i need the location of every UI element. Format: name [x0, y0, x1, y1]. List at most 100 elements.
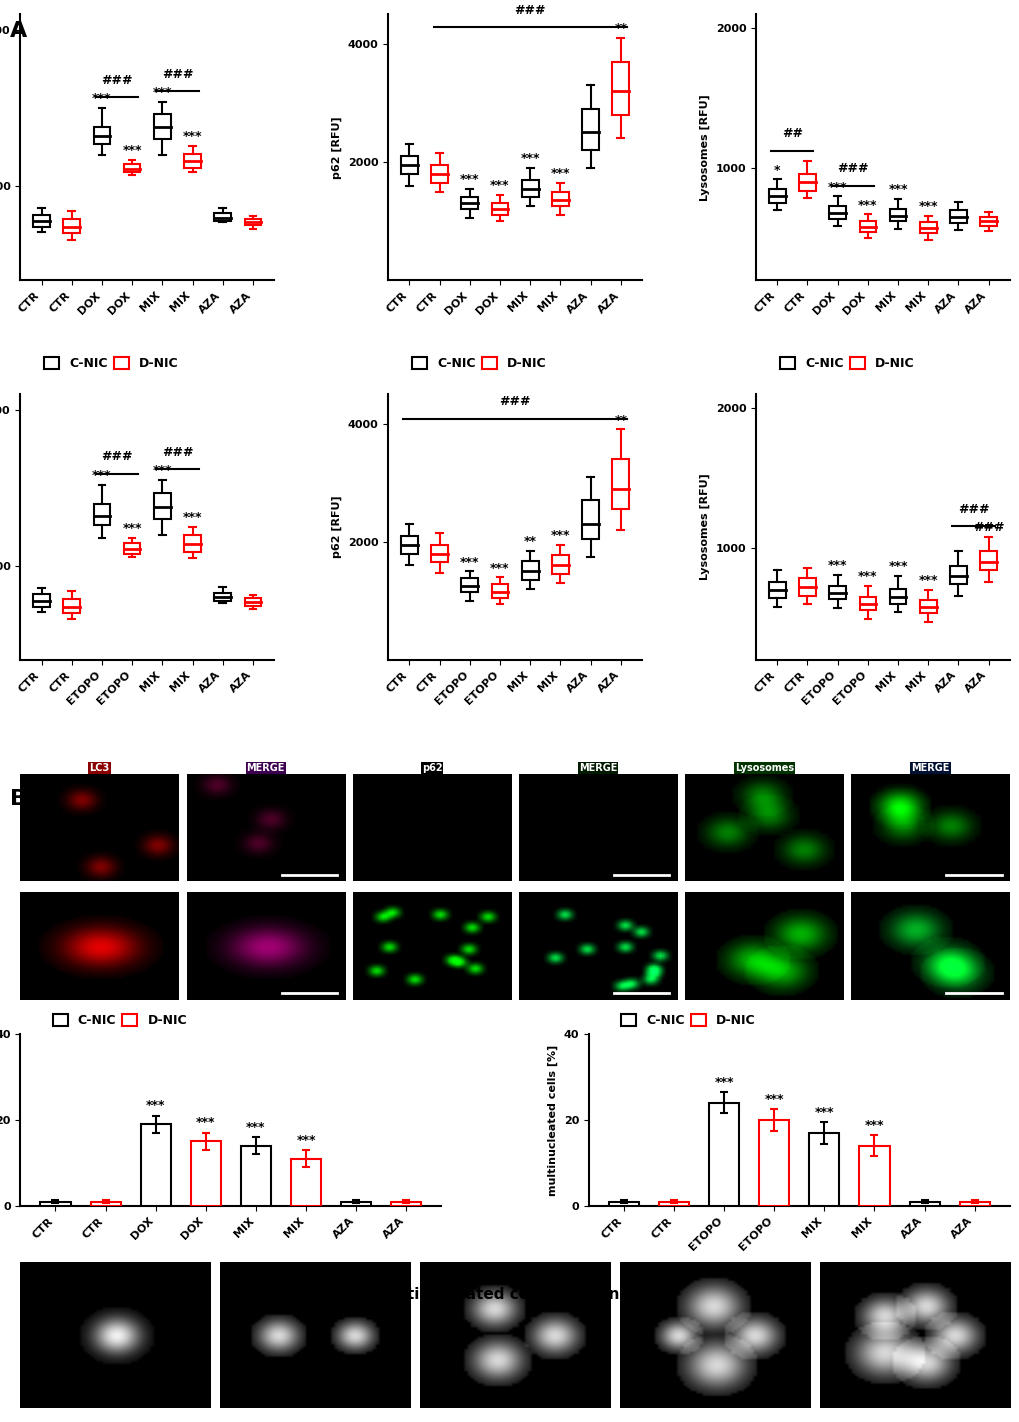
Y-axis label: Lysosomes [RFU]: Lysosomes [RFU]	[699, 474, 709, 580]
Bar	[950, 566, 966, 584]
Text: ###: ###	[162, 445, 193, 459]
Text: ***: ***	[917, 201, 937, 213]
Text: ###: ###	[972, 520, 1004, 535]
Title: MERGE: MERGE	[911, 764, 949, 774]
Y-axis label: p62 [RFU]: p62 [RFU]	[331, 496, 342, 559]
Text: ***: ***	[550, 166, 570, 181]
Bar	[798, 173, 815, 191]
Bar	[859, 597, 875, 610]
Bar	[461, 579, 478, 592]
Text: ***: ***	[520, 152, 539, 165]
Bar	[919, 600, 935, 613]
Text: ***: ***	[460, 173, 479, 186]
Title: MERGE: MERGE	[247, 764, 284, 774]
Text: ***: ***	[550, 529, 570, 542]
Bar	[551, 192, 569, 206]
Text: ***: ***	[196, 1116, 215, 1129]
Text: B: B	[10, 789, 28, 809]
Text: ***: ***	[182, 512, 202, 525]
Bar	[828, 586, 845, 599]
Bar	[240, 1146, 271, 1206]
Bar	[828, 206, 845, 219]
Bar	[214, 213, 231, 220]
Bar	[491, 203, 507, 215]
Bar	[184, 535, 201, 552]
Bar	[919, 222, 935, 233]
Bar	[889, 209, 906, 222]
Legend: C-NIC, D-NIC: C-NIC, D-NIC	[407, 353, 551, 375]
Text: ###: ###	[499, 395, 530, 408]
Text: ***: ***	[917, 574, 937, 587]
Bar	[391, 1202, 421, 1206]
Bar	[94, 127, 110, 144]
Bar	[184, 154, 201, 168]
Bar	[551, 555, 569, 574]
Text: ***: ***	[827, 181, 847, 193]
Bar	[959, 1202, 988, 1206]
Text: ###: ###	[162, 68, 193, 81]
Text: ***: ***	[246, 1121, 266, 1133]
Bar	[859, 222, 875, 232]
Text: ***: ***	[146, 1099, 165, 1112]
Text: ***: ***	[122, 144, 142, 156]
Text: ***: ***	[153, 465, 172, 478]
Text: ***: ***	[182, 129, 202, 144]
Bar	[400, 156, 418, 173]
Bar	[245, 219, 261, 226]
Text: ###: ###	[101, 74, 132, 87]
Bar	[582, 109, 598, 151]
Text: ***: ***	[153, 87, 172, 100]
Text: ***: ***	[92, 92, 112, 105]
Bar	[658, 1202, 689, 1206]
Bar	[141, 1125, 170, 1206]
Bar	[768, 189, 785, 203]
Text: ***: ***	[814, 1106, 834, 1119]
Text: ***: ***	[122, 522, 142, 535]
Text: ***: ***	[490, 179, 510, 192]
Bar	[768, 582, 785, 599]
Y-axis label: multinucleated cells [%]: multinucleated cells [%]	[547, 1044, 557, 1196]
Bar	[889, 589, 906, 604]
Text: ***: ***	[460, 556, 479, 569]
Bar	[41, 1202, 70, 1206]
Bar	[63, 599, 79, 613]
Text: A: A	[10, 21, 28, 41]
Text: ###: ###	[101, 451, 132, 464]
Text: ###: ###	[957, 502, 988, 516]
Title: Lysosomes: Lysosomes	[734, 764, 793, 774]
Bar	[522, 179, 538, 198]
Bar	[123, 165, 141, 172]
Title: MERGE: MERGE	[579, 764, 616, 774]
Text: ***: ***	[827, 559, 847, 572]
Text: **: **	[613, 414, 627, 427]
Bar	[798, 579, 815, 596]
Bar	[191, 1142, 221, 1206]
Text: *: *	[773, 164, 780, 176]
Text: ***: ***	[857, 199, 876, 212]
Text: ***: ***	[297, 1133, 316, 1146]
Bar	[808, 1133, 839, 1206]
Text: ***: ***	[857, 570, 876, 583]
Bar	[608, 1202, 638, 1206]
Bar	[909, 1202, 938, 1206]
Bar	[123, 543, 141, 553]
Text: ***: ***	[490, 562, 510, 574]
Text: ###: ###	[514, 4, 545, 17]
Bar	[491, 584, 507, 599]
Bar	[400, 536, 418, 553]
Bar	[290, 1159, 321, 1206]
Bar	[758, 1121, 789, 1206]
Bar	[431, 165, 447, 182]
Bar	[979, 550, 996, 570]
Text: ***: ***	[864, 1119, 883, 1132]
Bar	[582, 501, 598, 539]
Bar	[950, 210, 966, 223]
Text: ***: ***	[888, 560, 907, 573]
Bar	[522, 560, 538, 580]
Title: p62: p62	[421, 764, 442, 774]
Bar	[708, 1102, 739, 1206]
Bar	[34, 215, 50, 228]
Title: LC3: LC3	[90, 764, 110, 774]
Bar	[431, 545, 447, 563]
Bar	[340, 1202, 371, 1206]
